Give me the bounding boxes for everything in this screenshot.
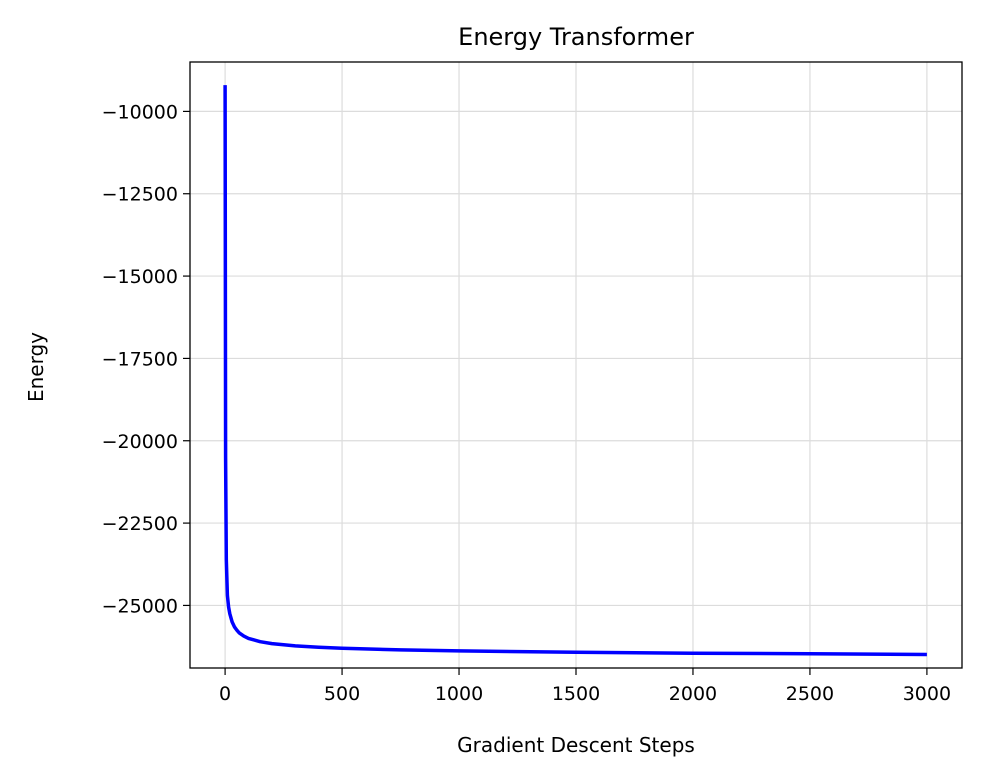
y-axis-ticks: −10000 −12500 −15000 −17500 −20000 −22500 −250… — [102, 101, 190, 617]
x-tick-label: 500 — [324, 683, 360, 705]
y-tick-label: −12500 — [102, 184, 178, 206]
x-tick-label: 1000 — [435, 683, 483, 705]
x-tick-label: 2500 — [786, 683, 834, 705]
chart-title: Energy Transformer — [458, 23, 694, 51]
x-axis-label: Gradient Descent Steps — [457, 733, 695, 757]
x-tick-label: 3000 — [903, 683, 951, 705]
x-tick-label: 2000 — [669, 683, 717, 705]
y-axis-label: Energy — [24, 332, 48, 402]
series-line — [223, 85, 927, 657]
y-tick-label: −15000 — [102, 266, 178, 288]
series-layer — [223, 85, 927, 657]
y-tick-label: −10000 — [102, 101, 178, 123]
x-axis-ticks: 0 500 1000 1500 2000 2500 3000 — [219, 668, 951, 705]
y-tick-label: −17500 — [102, 348, 178, 370]
x-tick-label: 0 — [219, 683, 231, 705]
y-tick-label: −22500 — [102, 513, 178, 535]
y-tick-label: −25000 — [102, 595, 178, 617]
grid-lines — [190, 62, 962, 668]
x-tick-label: 1500 — [552, 683, 600, 705]
y-tick-label: −20000 — [102, 431, 178, 453]
